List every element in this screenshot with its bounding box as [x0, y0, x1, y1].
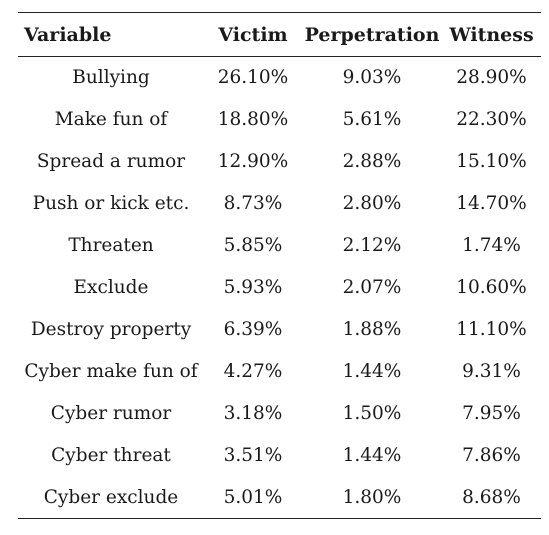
header-victim: Victim [204, 12, 302, 57]
cell-perpetration: 1.44% [342, 445, 402, 466]
cell-victim: 5.85% [223, 235, 283, 256]
table-body: Bullying 26.10% 9.03% 28.90% Make fun of… [18, 57, 541, 519]
cell-victim: 18.80% [217, 109, 289, 130]
cell-witness: 15.10% [456, 151, 527, 172]
cell-variable: Make fun of [54, 109, 168, 130]
cell-witness: 9.31% [462, 361, 521, 382]
cell-victim: 5.93% [223, 277, 283, 298]
table-row: Bullying 26.10% 9.03% 28.90% [18, 57, 541, 99]
header-row: Variable Victim Perpetration Witness [18, 12, 541, 57]
cell-witness: 8.68% [442, 476, 541, 519]
table-row: Destroy property 6.39% 1.88% 11.10% [18, 309, 541, 351]
cell-variable: Cyber threat [51, 445, 171, 466]
cell-variable: Spread a rumor [36, 151, 186, 172]
cell-perpetration: 2.12% [342, 235, 402, 256]
cell-witness: 7.86% [462, 445, 521, 466]
cell-variable: Cyber make fun of [24, 361, 198, 382]
header-variable: Variable [18, 12, 204, 57]
cell-perpetration: 5.61% [342, 109, 402, 130]
cell-variable: Push or kick etc. [32, 193, 190, 214]
header-witness: Witness [442, 12, 541, 57]
cell-witness: 22.30% [456, 109, 527, 130]
data-table-container: Variable Victim Perpetration Witness Bul… [18, 12, 541, 519]
cell-victim: 4.27% [223, 361, 283, 382]
table-row: Threaten 5.85% 2.12% 1.74% [18, 225, 541, 267]
cell-witness: 28.90% [456, 67, 527, 89]
cell-perpetration: 2.88% [342, 151, 402, 172]
cell-victim: 8.73% [223, 193, 283, 214]
cell-victim: 5.01% [204, 476, 302, 519]
cell-witness: 10.60% [456, 277, 527, 298]
cell-witness: 1.74% [462, 235, 521, 256]
table-row: Push or kick etc. 8.73% 2.80% 14.70% [18, 183, 541, 225]
table-row: Make fun of 18.80% 5.61% 22.30% [18, 99, 541, 141]
table-row: Cyber make fun of 4.27% 1.44% 9.31% [18, 351, 541, 393]
cell-variable: Threaten [68, 235, 154, 256]
cell-perpetration: 2.80% [342, 193, 402, 214]
table-row: Spread a rumor 12.90% 2.88% 15.10% [18, 141, 541, 183]
cell-variable: Cyber exclude [18, 476, 204, 519]
cell-perpetration: 2.07% [342, 277, 402, 298]
table-row: Cyber rumor 3.18% 1.50% 7.95% [18, 393, 541, 435]
table-row: Cyber threat 3.51% 1.44% 7.86% [18, 435, 541, 477]
cell-perpetration: 1.50% [342, 403, 402, 424]
table-row: Exclude 5.93% 2.07% 10.60% [18, 267, 541, 309]
header-perpetration: Perpetration [302, 12, 442, 57]
cell-witness: 11.10% [456, 319, 527, 340]
bullying-rates-table: Variable Victim Perpetration Witness Bul… [18, 12, 541, 519]
cell-victim: 3.51% [223, 445, 283, 466]
cell-variable: Destroy property [30, 319, 192, 340]
cell-victim: 26.10% [217, 67, 289, 89]
cell-perpetration: 1.80% [302, 476, 442, 519]
table-header: Variable Victim Perpetration Witness [18, 12, 541, 57]
cell-perpetration: 1.88% [342, 319, 402, 340]
cell-victim: 12.90% [217, 151, 289, 172]
table-row: Cyber exclude 5.01% 1.80% 8.68% [18, 476, 541, 519]
cell-perpetration: 1.44% [342, 361, 402, 382]
cell-variable: Bullying [72, 67, 150, 89]
cell-variable: Cyber rumor [50, 403, 172, 424]
cell-witness: 14.70% [456, 193, 527, 214]
cell-variable: Exclude [73, 277, 149, 298]
cell-victim: 6.39% [223, 319, 283, 340]
cell-perpetration: 9.03% [342, 67, 402, 89]
cell-victim: 3.18% [223, 403, 283, 424]
cell-witness: 7.95% [462, 403, 521, 424]
